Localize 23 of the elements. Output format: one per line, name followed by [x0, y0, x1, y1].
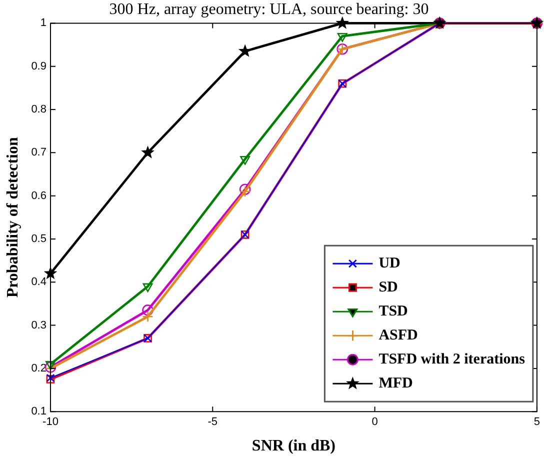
y-tick-label: 0.5 — [31, 233, 46, 246]
legend-label: MFD — [378, 375, 414, 392]
x-axis-title: SNR (in dB) — [252, 438, 336, 455]
legend-label: TSFD with 2 iterations — [378, 351, 526, 368]
y-tick-label: 0.1 — [31, 406, 46, 418]
y-tick-label: 0.7 — [31, 146, 46, 159]
y-tick-label: 0.4 — [31, 276, 46, 288]
x-tick-label: -5 — [208, 416, 218, 428]
x-tick-label: -10 — [42, 416, 58, 428]
x-tick-label: 0 — [372, 416, 378, 428]
y-tick-label: 0.3 — [31, 319, 46, 332]
y-tick-label: 0.8 — [31, 104, 46, 116]
y-axis-title: Probability of detection — [4, 137, 22, 298]
y-tick-label: 1 — [40, 17, 46, 30]
legend-label: ASFD — [378, 327, 418, 344]
legend-label: TSD — [378, 303, 408, 320]
x-tick-label: 5 — [534, 416, 540, 428]
y-tick-label: 0.9 — [31, 60, 46, 72]
legend-label: SD — [378, 279, 398, 296]
legend-label: UD — [378, 255, 401, 272]
chart-title: 300 Hz, array geometry: ULA, source bearing: 30 — [109, 0, 429, 18]
y-tick-label: 0.2 — [31, 362, 46, 374]
y-tick-label: 0.6 — [31, 190, 46, 202]
